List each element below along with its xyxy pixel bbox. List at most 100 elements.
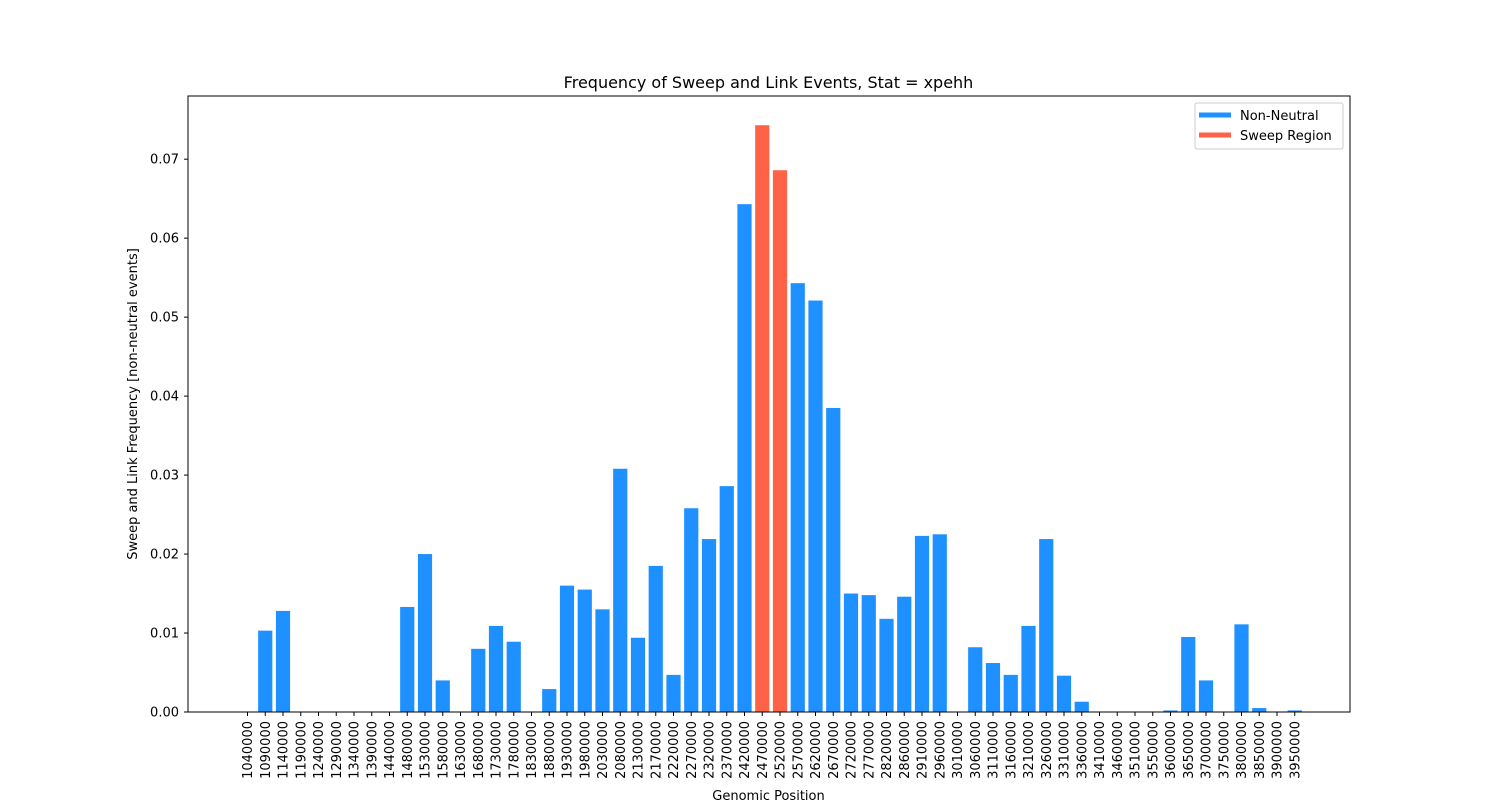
x-axis-label: Genomic Position — [712, 789, 824, 800]
x-tick-label: 3060000 — [969, 721, 984, 779]
non-neutral-bar — [1074, 701, 1089, 712]
x-tick-label: 1630000 — [454, 721, 469, 779]
non-neutral-bar — [417, 554, 433, 712]
x-tick-label: 3510000 — [1129, 721, 1144, 779]
non-neutral-bar — [1181, 636, 1196, 712]
x-tick-label: 2220000 — [667, 721, 682, 779]
non-neutral-bar — [488, 625, 504, 712]
non-neutral-bar — [275, 610, 291, 712]
x-tick-label: 3550000 — [1146, 721, 1161, 779]
x-tick-label: 3750000 — [1217, 721, 1232, 779]
x-tick-label: 3460000 — [1111, 721, 1126, 779]
x-tick-label: 1040000 — [241, 721, 256, 779]
non-neutral-bar — [1039, 539, 1054, 712]
bars-layer — [258, 125, 1302, 713]
x-tick-label: 3700000 — [1200, 721, 1215, 779]
non-neutral-bar — [684, 508, 699, 712]
x-tick-label: 3650000 — [1182, 721, 1197, 779]
legend: Non-Neutral Sweep Region — [1194, 102, 1344, 150]
y-tick-label: 0.00 — [150, 706, 179, 721]
x-tick-label: 2770000 — [862, 721, 877, 779]
y-tick-label: 0.03 — [150, 469, 179, 484]
legend-box — [1194, 102, 1344, 150]
y-axis-label: Sweep and Link Frequency [non-neutral ev… — [126, 248, 141, 560]
non-neutral-bar — [1163, 710, 1178, 712]
plot-frame — [187, 95, 1351, 713]
x-tick-label: 3600000 — [1164, 721, 1179, 779]
y-tick-label: 0.02 — [150, 548, 179, 563]
x-tick-label: 2270000 — [685, 721, 700, 779]
x-tick-label: 2080000 — [614, 721, 629, 779]
y-tick-label: 0.05 — [150, 311, 179, 326]
x-tick-label: 1480000 — [401, 721, 416, 779]
x-tick-label: 1240000 — [312, 721, 327, 779]
x-tick-label: 3360000 — [1075, 721, 1090, 779]
non-neutral-bar — [1003, 674, 1018, 712]
non-neutral-bar — [648, 565, 663, 712]
non-neutral-bar — [400, 606, 415, 712]
x-tick-label: 2470000 — [756, 721, 771, 779]
x-tick-label: 3110000 — [987, 721, 1002, 779]
x-tick-label: 1580000 — [436, 721, 451, 779]
non-neutral-bar — [1287, 710, 1302, 712]
non-neutral-bar — [559, 585, 575, 712]
x-tick-label: 1190000 — [294, 721, 309, 779]
non-neutral-bar — [613, 468, 628, 712]
x-tick-label: 2670000 — [827, 721, 842, 779]
x-tick-label: 3310000 — [1058, 721, 1073, 779]
non-neutral-bar — [914, 535, 930, 712]
x-tick-label: 1140000 — [277, 721, 292, 779]
x-tick-label: 3800000 — [1235, 721, 1250, 779]
legend-label-sweep-region: Sweep Region — [1240, 129, 1332, 144]
x-tick-label: 2320000 — [703, 721, 718, 779]
legend-label-non-neutral: Non-Neutral — [1240, 109, 1319, 124]
x-tick-label: 1290000 — [330, 721, 345, 779]
x-tick-label: 3950000 — [1288, 721, 1303, 779]
x-tick-label: 2620000 — [809, 721, 824, 779]
x-tick-label: 1730000 — [490, 721, 505, 779]
non-neutral-bar — [843, 593, 859, 712]
x-tick-label: 2820000 — [880, 721, 895, 779]
x-tick-label: 1980000 — [578, 721, 593, 779]
y-tick-label: 0.06 — [150, 232, 179, 247]
x-tick-label: 2370000 — [720, 721, 735, 779]
y-axis: 0.00 0.01 0.02 0.03 0.04 0.05 0.06 0.07 — [150, 153, 188, 721]
sweep-region-bar — [755, 125, 770, 713]
non-neutral-bar — [808, 300, 823, 712]
x-tick-label: 1930000 — [561, 721, 576, 779]
non-neutral-bar — [861, 595, 876, 712]
sweep-region-bar — [772, 170, 788, 713]
x-tick-label: 2910000 — [916, 721, 931, 779]
non-neutral-bar — [258, 630, 273, 712]
non-neutral-bar — [630, 637, 646, 712]
x-tick-label: 2420000 — [738, 721, 753, 779]
non-neutral-bar — [506, 641, 521, 712]
x-tick-label: 2130000 — [632, 721, 647, 779]
x-tick-label: 3010000 — [951, 721, 966, 779]
non-neutral-bar — [435, 680, 450, 712]
non-neutral-bar — [471, 648, 486, 712]
non-neutral-bar — [985, 663, 1001, 712]
x-tick-label: 1440000 — [383, 721, 398, 779]
non-neutral-bar — [701, 539, 717, 712]
x-tick-label: 2520000 — [774, 721, 789, 779]
x-tick-label: 1090000 — [259, 721, 274, 779]
x-tick-label: 3900000 — [1271, 721, 1286, 779]
x-tick-label: 1780000 — [507, 721, 522, 779]
non-neutral-bar — [897, 596, 912, 712]
non-neutral-bar — [1056, 675, 1072, 712]
x-tick-label: 1340000 — [348, 721, 363, 779]
non-neutral-bar — [666, 674, 681, 712]
x-tick-label: 2960000 — [933, 721, 948, 779]
x-tick-label: 1830000 — [525, 721, 540, 779]
non-neutral-bar — [719, 486, 734, 712]
x-tick-label: 3410000 — [1093, 721, 1108, 779]
x-tick-label: 3850000 — [1253, 721, 1268, 779]
chart-title: Frequency of Sweep and Link Events, Stat… — [564, 73, 974, 92]
non-neutral-bar — [1252, 708, 1267, 712]
x-tick-label: 3160000 — [1004, 721, 1019, 779]
x-tick-label: 2030000 — [596, 721, 611, 779]
non-neutral-bar — [932, 534, 947, 712]
non-neutral-bar — [542, 689, 557, 712]
